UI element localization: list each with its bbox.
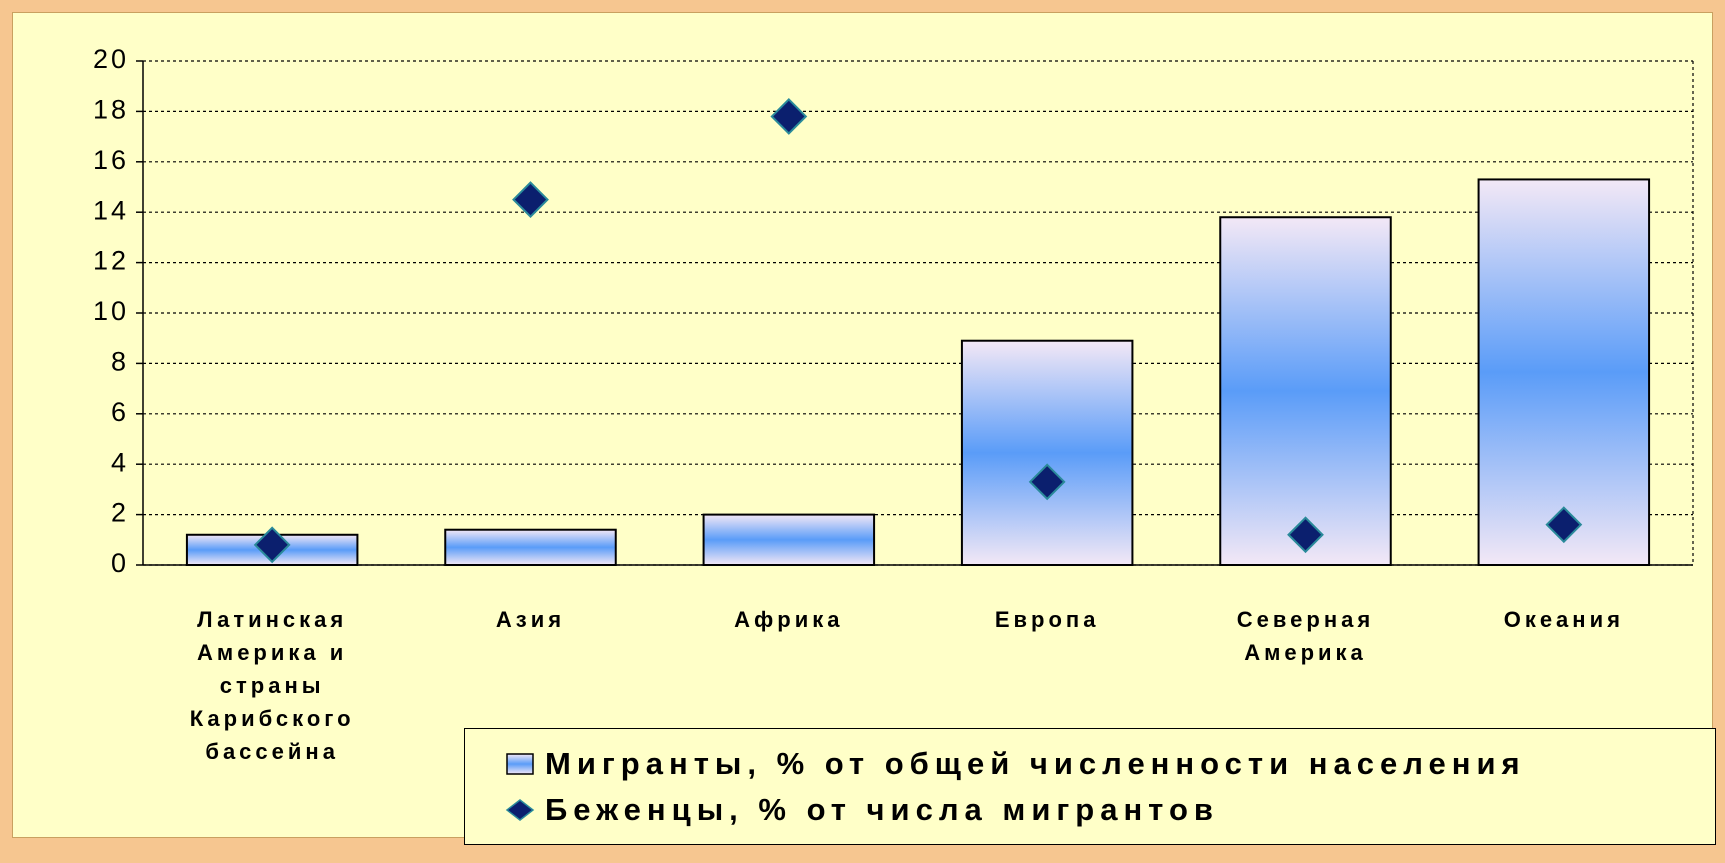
y-tick-label: 18 [93, 95, 129, 125]
x-tick-label: Африка [734, 607, 844, 632]
x-tick-label: Азия [495, 607, 566, 632]
bar [1477, 178, 1651, 566]
legend-label: Беженцы, % от числа мигрантов [545, 792, 1219, 827]
y-tick-label: 14 [93, 195, 129, 225]
y-tick-label: 10 [93, 296, 129, 326]
x-tick-label: Латинская Америка и страны Карибского ба… [189, 607, 355, 764]
y-tick-label: 16 [93, 145, 129, 175]
y-tick-label: 20 [93, 44, 129, 74]
marker [1028, 463, 1066, 501]
marker [770, 98, 808, 135]
bar [702, 513, 876, 567]
x-tick-label: Европа [994, 607, 1100, 632]
marker [1545, 506, 1583, 544]
chart-frame: 0 2 4 6 8 10 12 14 16 18 20 Латинская Америка и ст… [12, 12, 1716, 845]
legend: Мигранты, % от общей численности населен… [464, 728, 1716, 845]
y-tick-label: 12 [93, 246, 129, 276]
x-tick-label: Северная Америка [1236, 607, 1375, 665]
y-tick-label: 4 [111, 447, 129, 477]
marker [253, 526, 291, 564]
y-tick-label: 0 [111, 548, 129, 578]
x-tick-label: Океания [1503, 607, 1624, 632]
y-tick-label: 6 [111, 397, 129, 427]
marker [1287, 516, 1324, 554]
legend-entry: Беженцы, % от числа мигрантов [505, 787, 1715, 833]
legend-entry: Мигранты, % от общей численности населен… [505, 741, 1715, 787]
legend-label: Мигранты, % от общей численности населен… [545, 746, 1526, 781]
marker [512, 181, 549, 219]
bar [960, 339, 1134, 566]
legend-swatch [505, 799, 535, 821]
legend-swatch [506, 753, 534, 775]
chart: 0 2 4 6 8 10 12 14 16 18 20 [93, 44, 1694, 578]
bar [444, 528, 617, 566]
y-tick-label: 8 [111, 347, 129, 377]
bar [1219, 216, 1392, 567]
y-tick-label: 2 [111, 498, 129, 528]
